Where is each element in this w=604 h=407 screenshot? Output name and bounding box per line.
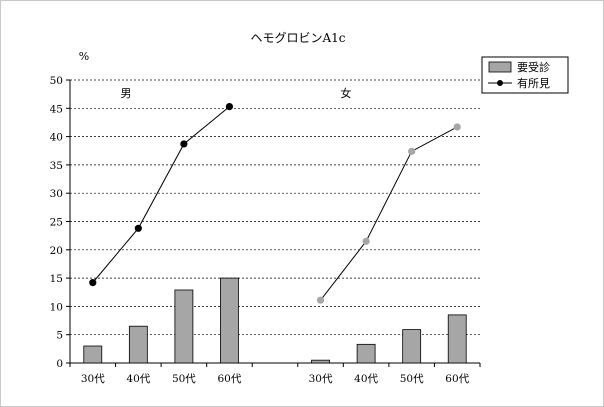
y-tick-label: 10 [50,301,63,313]
bar [356,343,376,364]
y-tick-label: 0 [56,358,63,370]
series-point [408,147,416,155]
x-tick-label: 30代 [309,373,333,385]
y-tick-label: 45 [50,103,63,115]
y-tick-label: 25 [50,217,63,229]
x-tick-label: 60代 [445,373,469,385]
y-tick-label: 30 [50,188,63,200]
x-tick-label: 50代 [172,373,196,385]
group-label: 男 [121,87,132,100]
series-point [89,279,97,287]
bar [447,314,467,364]
x-tick-label: 40代 [354,373,378,385]
bars [83,277,467,364]
bar [128,325,148,364]
bar [83,345,103,364]
bar [311,359,330,364]
bar [220,277,239,364]
series-point [316,296,325,304]
y-tick-label: 20 [50,245,63,257]
x-tick-label: 30代 [81,373,105,385]
x-tick-label: 50代 [400,373,424,385]
legend-bar-label: 要受診 [517,60,550,74]
x-tick-label: 60代 [218,373,242,385]
legend-line-label: 有所見 [517,76,550,90]
group-labels: 男女 [121,86,352,100]
group-label: 女 [341,86,352,100]
bar [174,289,194,364]
x-tick-label: 40代 [126,373,150,385]
chart-title: ヘモグロビンA1c [250,31,345,45]
legend-bar-swatch [488,61,512,73]
legend: 要受診 有所見 [481,56,569,94]
series-line [320,126,458,301]
y-tick-label: 50 [50,75,63,87]
series-line [92,106,230,283]
legend-line-marker [497,80,503,86]
gridlines [70,79,480,336]
lines [89,103,461,304]
y-tick-labels: 0 5 10 15 20 25 30 35 40 45 50 [50,75,63,370]
series-point [362,237,370,245]
bar [402,329,422,364]
series-point [180,140,188,148]
x-tick-labels: 30代 40代 50代 60代 30代 40代 50代 60代 [81,373,470,385]
series-point [225,103,234,111]
y-tick-label: 15 [50,273,63,285]
series-point [134,224,142,232]
series-point [453,123,461,131]
y-tick-label: 40 [50,132,63,144]
y-tick-label: 5 [56,330,63,342]
y-tick-label: 35 [50,160,63,172]
y-axis-unit: % [79,50,89,63]
axes [66,79,481,367]
